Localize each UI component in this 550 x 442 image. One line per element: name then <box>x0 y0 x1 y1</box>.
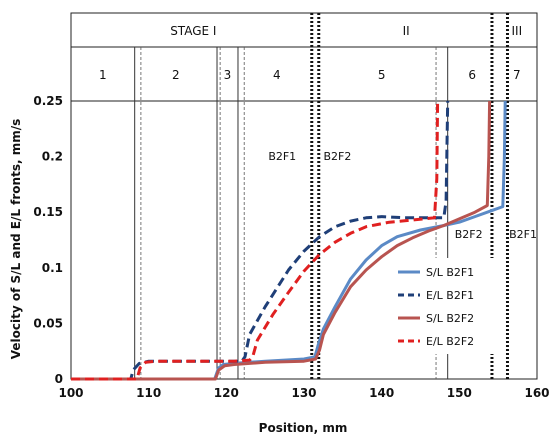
y-tick-label: 0.2 <box>42 150 63 164</box>
zone-label: 7 <box>513 68 521 82</box>
y-tick-label: 0 <box>55 372 63 386</box>
annotation-label: B2F1 <box>509 228 537 241</box>
y-tick-label: 0.05 <box>33 316 63 330</box>
y-tick-label: 0.1 <box>42 261 63 275</box>
plot-area: B2F1 B2F2 B2F2 B2F1 <box>70 13 538 381</box>
legend: S/L B2F1 E/L B2F1 S/L B2F2 E/L B2F2 <box>392 258 498 354</box>
zone-label: 1 <box>99 68 107 82</box>
x-tick-label: 110 <box>136 386 161 400</box>
annotation-label: B2F1 <box>268 150 296 163</box>
annotation-label: B2F2 <box>323 150 351 163</box>
plot-frame <box>70 100 538 380</box>
zone-label: 6 <box>468 68 476 82</box>
legend-background <box>392 258 498 354</box>
y-tick-label: 0.25 <box>33 94 63 108</box>
x-tick-label: 150 <box>447 386 472 400</box>
x-tick-label: 120 <box>214 386 239 400</box>
x-tick-label: 130 <box>291 386 316 400</box>
stage-label: III <box>511 24 522 38</box>
series-line <box>71 100 492 381</box>
x-tick-label: 160 <box>524 386 549 400</box>
series-line <box>71 100 440 381</box>
y-axis-title: Velocity of S/L and E/L fronts, mm/s <box>9 119 23 359</box>
x-tick-label: 140 <box>369 386 394 400</box>
legend-entry: S/L B2F2 <box>426 312 474 325</box>
legend-entry: E/L B2F2 <box>426 335 474 348</box>
axis-ticks: 100 110 120 130 140 150 160 0 0.05 0.1 0.15 0.2 0.25 <box>33 94 549 400</box>
zone-label: 2 <box>172 68 180 82</box>
x-tick-label: 100 <box>58 386 83 400</box>
legend-entry: S/L B2F1 <box>426 266 474 279</box>
annotation-label: B2F2 <box>455 228 483 241</box>
x-axis-title: Position, mm <box>259 421 348 435</box>
zone-label: 3 <box>224 68 232 82</box>
stage-label: STAGE I <box>170 24 216 38</box>
y-tick-label: 0.15 <box>33 205 63 219</box>
zone-label: 5 <box>378 68 386 82</box>
legend-entry: E/L B2F1 <box>426 289 474 302</box>
stage-label: II <box>403 24 410 38</box>
zone-label: 4 <box>273 68 281 82</box>
